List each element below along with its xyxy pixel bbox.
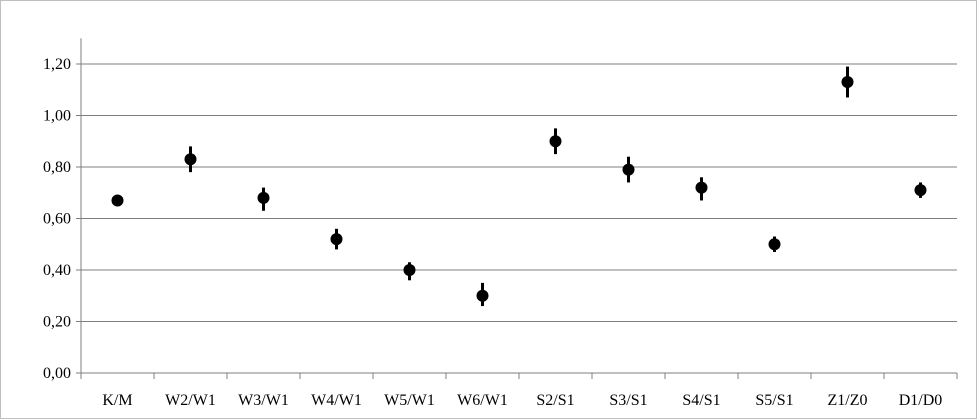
- data-point: [841, 76, 854, 89]
- y-tick-label: 0,20: [43, 314, 71, 331]
- y-tick-label: 0,80: [43, 159, 71, 176]
- y-tick-label: 0,40: [43, 262, 71, 279]
- y-tick-label: 1,20: [43, 56, 71, 73]
- x-tick-label: D1/D0: [899, 392, 943, 409]
- x-tick-label: Z1/Z0: [828, 392, 868, 409]
- data-point: [549, 135, 562, 148]
- x-tick-label: S2/S1: [536, 392, 574, 409]
- data-point: [695, 181, 708, 194]
- data-series: [111, 66, 927, 307]
- y-tick-label: 1,00: [43, 108, 71, 125]
- gridlines: [81, 63, 957, 322]
- y-tick-labels: 0,00 0,20 0,40 0,60 0,80 1,00 1,20: [43, 56, 71, 382]
- data-point: [111, 194, 124, 207]
- x-tick-label: W2/W1: [165, 392, 216, 409]
- y-tick-label: 0,60: [43, 211, 71, 228]
- data-point: [622, 163, 635, 176]
- data-point: [403, 264, 416, 276]
- x-tick-labels: K/M W2/W1 W3/W1 W4/W1 W5/W1 W6/W1 S2/S1 S3/S1 S4…: [102, 392, 942, 409]
- data-point: [768, 238, 781, 251]
- x-tick-label: K/M: [102, 392, 132, 409]
- x-tick-label: S5/S1: [755, 392, 793, 409]
- axes: [76, 38, 958, 379]
- x-tick-label: S3/S1: [609, 392, 647, 409]
- y-tick-label: 0,00: [43, 365, 71, 382]
- data-point: [476, 289, 489, 302]
- data-point: [330, 233, 343, 246]
- x-tick-label: W6/W1: [457, 392, 508, 409]
- x-tick-label: W4/W1: [311, 392, 362, 409]
- data-point: [257, 191, 270, 204]
- data-point: [184, 153, 197, 166]
- x-tick-label: W5/W1: [384, 392, 435, 409]
- data-point: [914, 184, 927, 197]
- x-tick-label: W3/W1: [238, 392, 289, 409]
- x-tick-label: S4/S1: [682, 392, 720, 409]
